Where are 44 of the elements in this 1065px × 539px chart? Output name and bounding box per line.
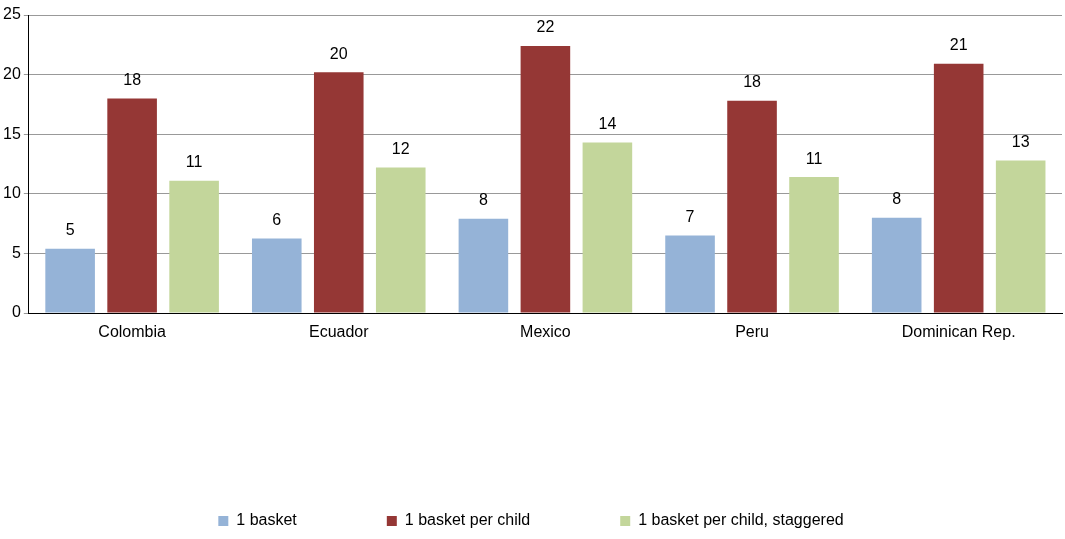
data-label: 8 [478, 191, 488, 209]
bar [789, 177, 839, 313]
legend-label: 1 basket [236, 511, 298, 529]
data-label: 14 [598, 114, 617, 132]
y-tick-label: 25 [3, 5, 21, 23]
bar [251, 238, 302, 313]
y-tick-label: 0 [11, 303, 21, 321]
y-tick-label: 20 [3, 65, 21, 83]
data-label: 11 [805, 149, 823, 167]
bar [313, 72, 364, 313]
legend-label: 1 basket per child [404, 511, 531, 529]
data-label: 12 [391, 139, 410, 157]
bar [375, 167, 426, 313]
data-label: 22 [536, 18, 555, 36]
y-tick-label: 5 [11, 243, 21, 261]
x-tick-label: Dominican Rep. [901, 323, 1016, 341]
y-tick-label: 15 [3, 124, 21, 142]
bar [582, 142, 633, 313]
bar [933, 63, 984, 313]
data-label: 18 [123, 70, 142, 88]
x-tick-label: Ecuador [308, 323, 370, 341]
data-label: 11 [185, 153, 203, 171]
data-label: 18 [743, 73, 762, 91]
data-label: 13 [1011, 132, 1030, 150]
bar [665, 235, 715, 313]
x-tick-label: Mexico [520, 323, 571, 341]
data-label: 6 [272, 210, 282, 228]
data-label: 21 [949, 36, 968, 54]
data-label: 20 [329, 44, 348, 62]
bar [520, 45, 571, 313]
y-tick-label: 10 [3, 184, 21, 202]
data-label: 5 [65, 221, 75, 239]
bar [458, 218, 509, 313]
bar [45, 248, 95, 313]
bar [995, 160, 1046, 313]
bar [107, 98, 157, 313]
bar [169, 180, 219, 313]
data-label: 7 [685, 207, 695, 225]
x-tick-label: Colombia [98, 323, 167, 341]
x-tick-label: Peru [735, 323, 769, 341]
data-label: 8 [892, 190, 902, 208]
legend-label: 1 basket per child, staggered [638, 511, 844, 529]
bar [727, 100, 777, 313]
bar [871, 217, 922, 313]
